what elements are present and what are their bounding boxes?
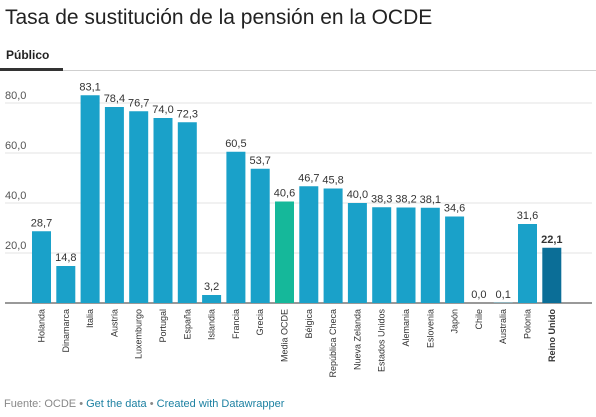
category-label: Luxemburgo [134,309,144,359]
category-label: Reino Unido [547,309,557,362]
bar [226,151,246,303]
bar [129,111,149,303]
footer-separator: • [146,398,157,410]
category-label: Japón [450,309,460,334]
value-label: 78,4 [104,93,125,105]
value-label: 0,1 [496,289,511,301]
datawrapper-link[interactable]: Created with Datawrapper [156,398,285,410]
bar [275,201,294,303]
bar [372,207,392,303]
category-label: República Checa [328,309,338,378]
value-label: 14,8 [55,252,76,264]
category-label: Eslovenia [425,309,435,348]
tab-bar: Público [0,44,596,71]
bar [32,231,51,303]
value-label: 46,7 [298,172,319,184]
value-label: 60,5 [225,138,246,150]
bar [347,203,367,303]
category-label: Holanda [37,309,47,343]
y-tick-label: 80,0 [5,90,26,102]
y-tick-label: 40,0 [5,190,26,202]
category-label: Estados Unidos [377,309,387,373]
y-tick-label: 20,0 [5,240,26,252]
active-tab-indicator [0,68,63,71]
tab-publico[interactable]: Público [6,48,50,62]
bar [420,207,440,303]
get-data-link[interactable]: Get the data [86,398,147,410]
bar [56,266,76,303]
category-label: Islandia [207,309,217,340]
chart-title: Tasa de sustitución de la pensión en la … [5,6,433,29]
category-label: España [182,309,192,340]
category-label: Chile [474,309,484,330]
value-label: 40,0 [347,189,368,201]
category-label: Grecia [255,309,265,336]
bar [445,216,465,303]
footer-separator: • [76,398,87,410]
category-label: Media OCDE [280,309,290,362]
bar [396,207,416,303]
value-label: 38,2 [395,194,416,206]
value-label: 53,7 [249,155,270,167]
bar [250,168,270,303]
value-label: 0,0 [471,289,486,301]
bar [104,107,124,303]
value-label: 76,7 [128,97,149,109]
value-label: 38,3 [371,193,392,205]
category-label: Nueva Zelanda [352,309,362,370]
value-label: 34,6 [444,203,465,215]
footer: Fuente: OCDE • Get the data • Created wi… [4,398,284,410]
bar [299,186,319,303]
bar [80,95,100,303]
category-label: Bélgica [304,309,314,339]
category-label: Portugal [158,309,168,343]
value-label: 72,3 [177,108,198,120]
y-tick-label: 60,0 [5,140,26,152]
bar [518,224,537,303]
value-label: 40,6 [274,188,295,200]
value-label: 3,2 [204,281,219,293]
bar [323,188,343,303]
value-label: 28,7 [31,217,52,229]
value-label: 31,6 [517,210,538,222]
bar [177,122,197,303]
category-label: Italia [85,309,95,328]
category-label: Polonia [523,309,533,339]
category-label: Francia [231,309,241,339]
bar [153,118,173,303]
bar [542,247,562,303]
value-label: 83,1 [79,81,100,93]
value-label: 22,1 [541,234,562,246]
category-label: Austria [109,309,119,337]
category-label: Australia [498,309,508,344]
value-label: 45,8 [322,175,343,187]
value-label: 74,0 [152,104,173,116]
value-label: 38,1 [420,194,441,206]
source-text: Fuente: OCDE [4,398,77,410]
bar [202,295,222,303]
category-label: Dinamarca [61,309,71,353]
category-label: Alemania [401,309,411,347]
